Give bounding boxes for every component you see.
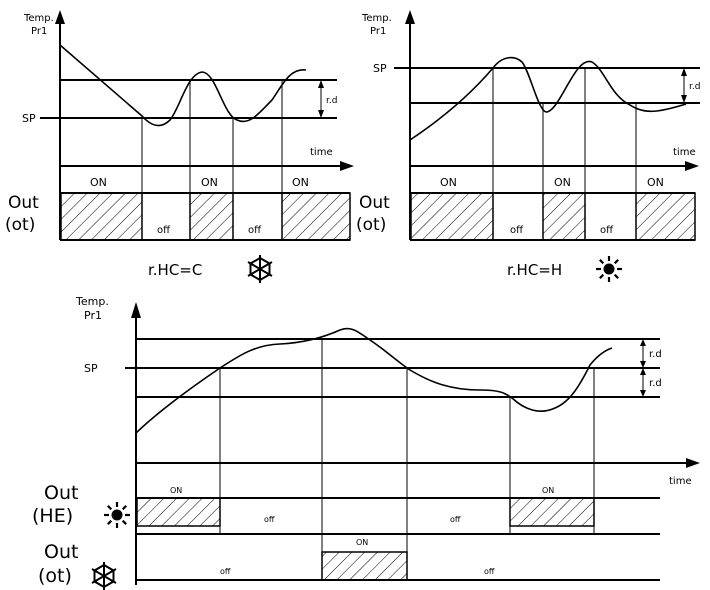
heating-rd-label: r.d xyxy=(689,82,700,92)
neutral-he-off-label-1: off xyxy=(264,515,275,524)
neutral-he-label: (HE) xyxy=(32,505,73,527)
neutral-ot-on-label: ON xyxy=(356,538,368,547)
cooling-on-label-1: ON xyxy=(90,176,107,189)
cooling-out-label: Out xyxy=(8,193,39,213)
neutral-ot-off-label-1: off xyxy=(220,567,231,576)
neutral-out-he-label: Out xyxy=(44,482,78,504)
neutral-he-on-label-2: ON xyxy=(542,486,554,495)
neutral-he-on-label-1: ON xyxy=(170,486,182,495)
snowflake-icon xyxy=(247,254,273,284)
neutral-ot-off-label-2: off xyxy=(484,567,495,576)
cooling-off-label-2: off xyxy=(248,225,262,236)
cooling-mode-label: r.HC=C xyxy=(148,261,202,279)
cooling-ylabel-temp: Temp. xyxy=(23,13,54,24)
cooling-panel xyxy=(40,10,354,241)
neutral-out-ot-label: Out xyxy=(44,541,78,563)
sun-icon xyxy=(594,254,624,284)
neutral-time-label: time xyxy=(669,476,692,487)
heating-on-label-3: ON xyxy=(647,176,664,189)
neutral-rd-label-2: r.d xyxy=(649,378,662,389)
cooling-off-label-1: off xyxy=(157,225,171,236)
neutral-he-off-label-2: off xyxy=(450,515,461,524)
heating-out-label: Out xyxy=(359,193,390,213)
heating-sp-label: SP xyxy=(373,62,387,75)
heating-off-label-1: off xyxy=(510,225,524,236)
heating-ot-label: (ot) xyxy=(356,215,386,235)
heating-panel xyxy=(394,10,700,241)
cooling-on-label-3: ON xyxy=(292,176,309,189)
heating-ylabel-pr1: Pr1 xyxy=(370,26,386,37)
neutral-ylabel-temp: Temp. xyxy=(75,295,109,308)
neutral-zone-panel xyxy=(125,302,700,585)
cooling-on-label-2: ON xyxy=(201,176,218,189)
neutral-ylabel-pr1: Pr1 xyxy=(84,309,102,322)
cooling-rd-label: r.d xyxy=(326,96,337,106)
cooling-ylabel-pr1: Pr1 xyxy=(31,26,47,37)
neutral-rd-label-1: r.d xyxy=(649,349,662,360)
neutral-sp-label: SP xyxy=(84,362,98,375)
heating-on-label-1: ON xyxy=(440,176,457,189)
neutral-ot-label: (ot) xyxy=(38,565,72,587)
heating-off-label-2: off xyxy=(600,225,614,236)
cooling-time-label: time xyxy=(310,147,333,158)
heating-time-label: time xyxy=(673,147,696,158)
cooling-sp-label: SP xyxy=(22,112,36,125)
heating-mode-label: r.HC=H xyxy=(507,261,562,279)
heating-on-label-2: ON xyxy=(554,176,571,189)
heating-ylabel-temp: Temp. xyxy=(361,13,392,24)
snowflake-icon xyxy=(91,561,117,590)
sun-icon xyxy=(102,500,132,530)
cooling-ot-label: (ot) xyxy=(5,215,35,235)
